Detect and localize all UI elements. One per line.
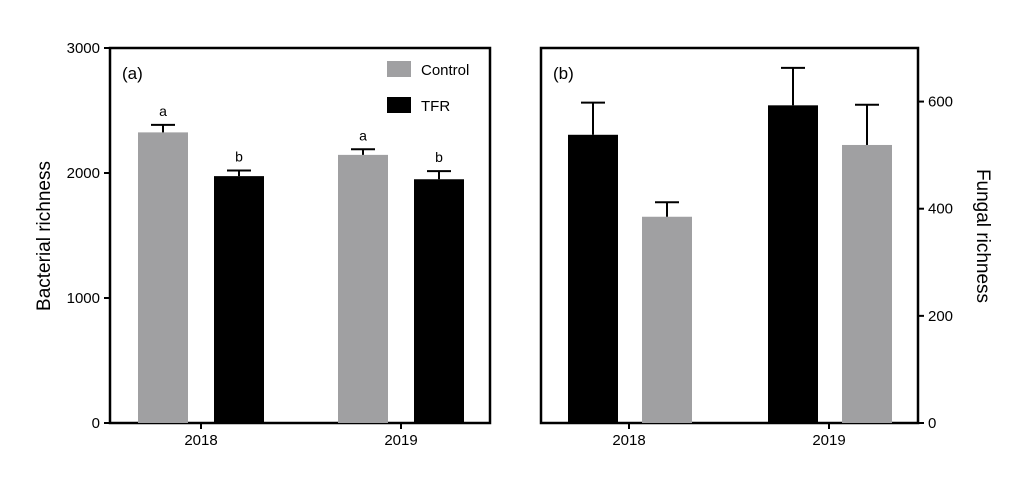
legend: Control TFR — [387, 61, 469, 115]
legend-swatch-control — [387, 61, 411, 77]
legend-label-control: Control — [421, 62, 469, 79]
y-tick-label: 600 — [928, 94, 953, 111]
y-tick-label: 0 — [928, 415, 936, 432]
panel-b-label: (b) — [553, 64, 574, 83]
panel-a-frame — [108, 46, 492, 425]
y-axis-title-fungal: Fungal richness — [972, 169, 993, 303]
bars-panel-b — [568, 66, 892, 424]
y-tick-label: 1000 — [67, 290, 100, 307]
y-ticks-panel-b: 0 200 400 600 — [918, 94, 953, 432]
bars-panel-a: a a b b — [138, 103, 464, 423]
significance-label-tfr-2018: b — [235, 149, 243, 165]
significance-label-tfr-2019: b — [435, 149, 443, 165]
x-tick-label: 2019 — [384, 432, 417, 449]
significance-label-control-2018: a — [159, 103, 167, 119]
bar-2018-2 — [642, 216, 692, 423]
y-tick-label: 2000 — [67, 165, 100, 182]
bar-tfr-2018 — [214, 176, 264, 423]
x-ticks-panel-a: 2018 2019 — [184, 423, 418, 449]
y-ticks-panel-a: 0 1000 2000 3000 — [67, 40, 110, 432]
panel-b-frame — [539, 46, 920, 425]
bar-control-2018 — [138, 132, 188, 423]
bar-2018-1 — [568, 134, 618, 424]
y-tick-label: 400 — [928, 201, 953, 218]
significance-label-control-2019: a — [359, 127, 367, 143]
x-tick-label: 2018 — [612, 432, 645, 449]
x-ticks-panel-b: 2018 2019 — [612, 423, 846, 449]
y-tick-label: 0 — [92, 415, 100, 432]
x-tick-label: 2018 — [184, 432, 217, 449]
y-axis-title-bacterial: Bacterial richness — [34, 161, 55, 311]
x-tick-label: 2019 — [812, 432, 845, 449]
panel-a-label: (a) — [122, 64, 143, 83]
bar-2019-2 — [842, 144, 892, 423]
bar-2019-1 — [768, 105, 818, 424]
bar-tfr-2019 — [414, 179, 464, 423]
y-tick-label: 200 — [928, 308, 953, 325]
legend-swatch-tfr — [387, 97, 411, 113]
panel-a: (a) Bacterial richness 0 1000 2000 3000 201… — [34, 40, 492, 449]
bar-control-2019 — [338, 154, 388, 423]
legend-label-tfr: TFR — [421, 98, 450, 115]
y-tick-label: 3000 — [67, 40, 100, 57]
panel-b: (b) Fungal richness 0 200 400 600 2018 2019 — [539, 46, 993, 449]
